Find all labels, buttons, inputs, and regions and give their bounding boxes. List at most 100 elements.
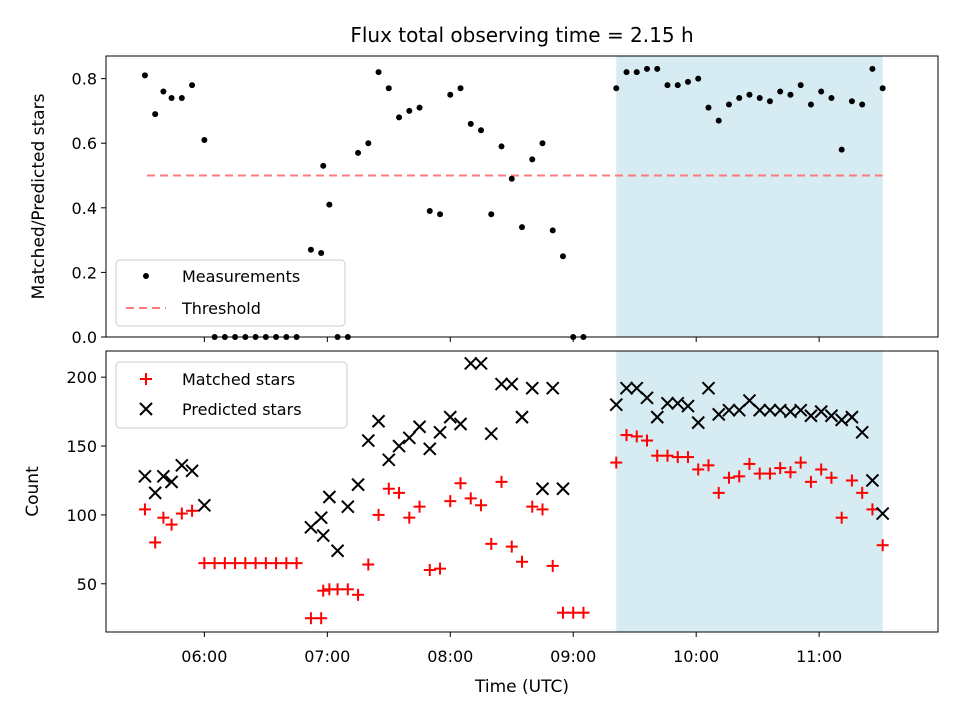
matched-star-point bbox=[815, 463, 828, 476]
measurement-point bbox=[559, 253, 566, 260]
bottom-y-ticks: 50 100 150 200 bbox=[66, 368, 106, 594]
measurement-point bbox=[201, 136, 208, 143]
top-legend-box bbox=[115, 259, 346, 327]
measurement-point bbox=[457, 85, 464, 92]
y-tick-label: 0.2 bbox=[72, 263, 97, 282]
predicted-star-point bbox=[464, 356, 478, 371]
predicted-star-point bbox=[175, 458, 189, 473]
predicted-star-point bbox=[484, 426, 498, 441]
matched-star-point bbox=[661, 449, 674, 462]
measurement-point bbox=[633, 69, 640, 76]
measurement-point bbox=[695, 75, 702, 82]
measurement-point bbox=[406, 107, 413, 114]
matched-star-point bbox=[393, 486, 406, 499]
matched-star-point bbox=[434, 562, 447, 575]
predicted-star-point bbox=[341, 499, 355, 514]
matched-star-point bbox=[784, 466, 797, 479]
measurement-point bbox=[416, 104, 423, 111]
matched-star-point bbox=[331, 583, 344, 596]
matched-star-point bbox=[317, 584, 330, 597]
measurement-point bbox=[664, 82, 671, 89]
predicted-star-point bbox=[351, 477, 365, 492]
predicted-star-point bbox=[474, 356, 488, 371]
matched-star-point bbox=[315, 612, 328, 625]
matched-star-point bbox=[475, 499, 488, 512]
top-plot-frame bbox=[105, 55, 939, 338]
legend-matched-label: Matched stars bbox=[182, 370, 295, 389]
measurement-point bbox=[859, 101, 866, 108]
matched-star-point bbox=[341, 583, 354, 596]
predicted-star-point bbox=[330, 544, 345, 558]
predicted-star-point bbox=[453, 417, 468, 431]
predicted-star-point bbox=[494, 377, 509, 391]
predicted-star-point bbox=[525, 381, 539, 395]
matched-star-point bbox=[630, 430, 643, 443]
matched-star-point bbox=[304, 612, 317, 625]
predicted-star-point bbox=[804, 409, 818, 423]
matched-star-point bbox=[876, 539, 889, 552]
matched-star-point bbox=[249, 557, 262, 570]
matched-star-point bbox=[774, 462, 787, 475]
bottom-panel: 50 100 150 200 06:00 07:00 08:00 09:00 10:00 11:… bbox=[23, 350, 939, 697]
measurement-point bbox=[725, 101, 732, 108]
matched-star-point bbox=[681, 451, 694, 464]
predicted-star-point bbox=[515, 410, 529, 424]
measurement-point bbox=[365, 140, 372, 147]
matched-star-point bbox=[444, 495, 457, 508]
measurement-points bbox=[141, 65, 886, 340]
predicted-star-point bbox=[753, 403, 767, 417]
bottom-y-axis-label: Count bbox=[23, 466, 43, 517]
matched-star-point bbox=[712, 486, 725, 499]
matched-star-point bbox=[485, 537, 498, 550]
predicted-star-point bbox=[138, 469, 152, 484]
measurement-point bbox=[644, 65, 651, 72]
matched-star-point bbox=[722, 471, 735, 484]
measurement-point bbox=[478, 127, 485, 134]
matched-star-point bbox=[464, 492, 477, 505]
predicted-star-point bbox=[382, 453, 396, 467]
matched-star-point bbox=[149, 536, 162, 549]
x-tick-label: 10:00 bbox=[673, 647, 719, 666]
matched-star-point bbox=[138, 503, 151, 516]
predicted-star-point bbox=[314, 510, 328, 525]
measurement-point bbox=[539, 140, 546, 147]
predicted-star-point bbox=[556, 482, 570, 496]
predicted-star-point bbox=[875, 506, 890, 521]
x-tick-label: 11:00 bbox=[796, 647, 842, 666]
matched-star-point bbox=[413, 500, 426, 513]
predicted-star-point bbox=[834, 413, 849, 427]
predicted-star-point bbox=[660, 396, 675, 411]
measurement-point bbox=[879, 85, 886, 92]
matched-star-point bbox=[743, 457, 756, 470]
matched-star-point bbox=[516, 555, 528, 568]
x-tick-label: 07:00 bbox=[304, 647, 350, 666]
matched-star-point bbox=[280, 557, 293, 570]
matched-star-point bbox=[536, 503, 549, 516]
matched-star-point bbox=[198, 557, 211, 570]
x-tick-label: 09:00 bbox=[550, 647, 596, 666]
predicted-star-point bbox=[392, 439, 406, 453]
matched-star-point bbox=[239, 557, 252, 570]
y-tick-label: 100 bbox=[66, 506, 97, 525]
predicted-star-point bbox=[412, 420, 427, 434]
bottom-legend-box bbox=[115, 361, 348, 429]
matched-star-point bbox=[577, 606, 590, 619]
matched-star-point bbox=[270, 557, 283, 570]
predicted-star-point bbox=[505, 377, 519, 391]
measurement-point bbox=[467, 120, 474, 127]
measurement-point bbox=[807, 101, 814, 108]
y-tick-label: 200 bbox=[66, 368, 97, 387]
measurement-point bbox=[549, 227, 556, 234]
bottom-x-ticks: 06:00 07:00 08:00 09:00 10:00 11:00 bbox=[181, 632, 842, 666]
matched-star-point bbox=[208, 557, 221, 570]
measurement-point bbox=[152, 111, 159, 118]
measurement-point bbox=[613, 85, 620, 92]
measurement-point bbox=[828, 94, 835, 101]
measurement-point bbox=[848, 98, 855, 105]
measurement-point bbox=[375, 69, 382, 76]
measurement-point bbox=[318, 250, 325, 257]
measurement-point bbox=[705, 104, 712, 111]
y-tick-label: 0.0 bbox=[72, 328, 97, 347]
predicted-star-point bbox=[371, 414, 386, 428]
x-tick-label: 06:00 bbox=[181, 647, 227, 666]
